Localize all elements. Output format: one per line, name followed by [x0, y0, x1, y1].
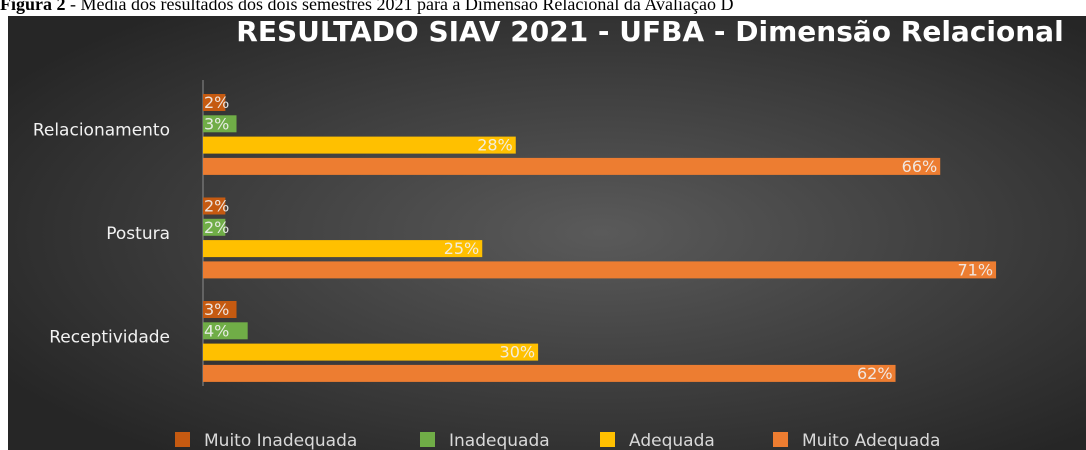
caption: Figura 2 - Média dos resultados dos dois… — [0, 0, 1086, 14]
bar — [203, 240, 483, 258]
value-label: 66% — [902, 157, 938, 176]
value-label: 25% — [444, 239, 480, 258]
y-tick-label: Postura — [106, 224, 170, 244]
legend-label: Muito Adequada — [802, 431, 940, 450]
bar — [203, 115, 237, 133]
bar — [203, 197, 226, 215]
value-label: 2% — [204, 93, 229, 112]
bar — [203, 136, 516, 154]
y-tick-label: Relacionamento — [33, 120, 170, 140]
value-label: 2% — [204, 218, 229, 237]
value-label: 2% — [204, 197, 229, 216]
legend-swatch — [420, 432, 435, 447]
caption-label: Figura 2 — [0, 0, 66, 14]
caption-text: - Média dos resultados dos dois semestre… — [70, 0, 734, 14]
value-label: 28% — [477, 136, 513, 155]
bar — [203, 261, 997, 279]
y-tick-label: Receptividade — [49, 327, 170, 347]
bar — [203, 94, 226, 111]
bar — [203, 364, 896, 382]
value-label: 30% — [500, 343, 536, 362]
legend-swatch — [600, 432, 615, 447]
bar — [203, 157, 941, 175]
legend-swatch — [175, 432, 190, 447]
legend-label: Muito Inadequada — [204, 431, 357, 450]
value-label: 4% — [204, 321, 229, 340]
value-label: 62% — [857, 364, 893, 383]
bar — [203, 301, 237, 318]
value-label: 3% — [204, 300, 229, 319]
value-label: 3% — [204, 114, 229, 133]
bar — [203, 218, 226, 236]
legend-label: Inadequada — [449, 431, 550, 450]
value-label: 71% — [958, 260, 994, 279]
bar — [203, 322, 248, 340]
chart-title: RESULTADO SIAV 2021 - UFBA - Dimensão Re… — [236, 15, 1063, 48]
legend-label: Adequada — [629, 431, 715, 450]
bar — [203, 343, 539, 361]
legend-swatch — [773, 432, 788, 447]
